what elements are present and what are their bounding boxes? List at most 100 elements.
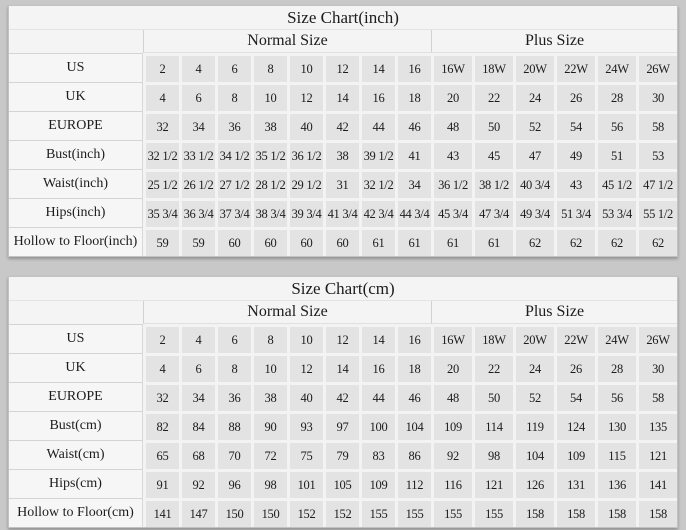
size-cell: 39 1/2 (359, 140, 395, 169)
size-cell: 49 (554, 140, 595, 169)
size-cell: 121 (472, 469, 513, 498)
size-cell: 60 (287, 227, 323, 256)
size-cell: 22 (472, 82, 513, 111)
size-cell: 141 (143, 498, 179, 527)
size-cell: 42 3/4 (359, 198, 395, 227)
size-cell: 44 (359, 111, 395, 140)
size-cell: 116 (431, 469, 472, 498)
size-cell: 33 1/2 (179, 140, 215, 169)
size-cell: 92 (431, 440, 472, 469)
size-cell: 25 1/2 (143, 169, 179, 198)
size-cell: 8 (251, 324, 287, 353)
table-row: EUROPE 32 34 36 38 40 42 44 46 48 50 52 54 56 58 (9, 382, 678, 411)
size-cell: 31 (323, 169, 359, 198)
size-cell: 65 (143, 440, 179, 469)
size-cell: 38 3/4 (251, 198, 287, 227)
size-cell: 126 (513, 469, 554, 498)
size-cell: 70 (215, 440, 251, 469)
size-cell: 8 (251, 53, 287, 82)
size-cell: 115 (595, 440, 636, 469)
size-cell: 158 (513, 498, 554, 527)
row-label: EUROPE (9, 382, 143, 411)
size-cell: 28 (595, 82, 636, 111)
row-label: UK (9, 82, 143, 111)
size-cell: 47 3/4 (472, 198, 513, 227)
size-cell: 47 (513, 140, 554, 169)
size-cell: 42 (323, 111, 359, 140)
row-label: Waist(cm) (9, 440, 143, 469)
size-cell: 24 (513, 82, 554, 111)
size-cell: 61 (359, 227, 395, 256)
size-cell: 26 (554, 82, 595, 111)
size-cell: 114 (472, 411, 513, 440)
size-cell: 158 (595, 498, 636, 527)
row-label: Hollow to Floor(inch) (9, 227, 143, 256)
size-cell: 59 (143, 227, 179, 256)
size-cell: 109 (554, 440, 595, 469)
size-cell: 16W (431, 324, 472, 353)
size-cell: 16 (359, 82, 395, 111)
size-cell: 6 (179, 82, 215, 111)
row-label: Waist(inch) (9, 169, 143, 198)
size-cell: 6 (179, 353, 215, 382)
size-cell: 79 (323, 440, 359, 469)
size-cell: 82 (143, 411, 179, 440)
size-chart-inch-table: Size Chart(inch) Normal Size Plus Size U… (8, 5, 679, 257)
size-cell: 51 3/4 (554, 198, 595, 227)
size-cell: 8 (215, 82, 251, 111)
size-cell: 83 (359, 440, 395, 469)
size-cell: 6 (215, 324, 251, 353)
size-cell: 22W (554, 53, 595, 82)
row-label: EUROPE (9, 111, 143, 140)
size-cell: 44 3/4 (395, 198, 431, 227)
size-cell: 98 (251, 469, 287, 498)
size-cell: 49 3/4 (513, 198, 554, 227)
size-cell: 2 (143, 324, 179, 353)
size-cell: 58 (636, 111, 678, 140)
size-cell: 36 1/2 (287, 140, 323, 169)
size-cell: 2 (143, 53, 179, 82)
size-cell: 12 (323, 53, 359, 82)
size-cell: 30 (636, 82, 678, 111)
size-cell: 14 (359, 53, 395, 82)
size-cell: 119 (513, 411, 554, 440)
size-cell: 32 1/2 (359, 169, 395, 198)
size-cell: 141 (636, 469, 678, 498)
row-label: Bust(cm) (9, 411, 143, 440)
size-cell: 60 (251, 227, 287, 256)
chart-title: Size Chart(cm) (9, 277, 678, 301)
size-cell: 75 (287, 440, 323, 469)
size-cell: 24 (513, 353, 554, 382)
size-cell: 53 3/4 (595, 198, 636, 227)
size-cell: 14 (323, 82, 359, 111)
size-cell: 131 (554, 469, 595, 498)
size-cell: 56 (595, 382, 636, 411)
size-cell: 10 (287, 53, 323, 82)
size-cell: 152 (287, 498, 323, 527)
chart-title: Size Chart(inch) (9, 6, 678, 30)
size-cell: 4 (179, 53, 215, 82)
column-group-row: Normal Size Plus Size (9, 30, 678, 53)
size-cell: 130 (595, 411, 636, 440)
size-cell: 12 (323, 324, 359, 353)
table-row: Bust(cm) 82 84 88 90 93 97 100 104 109 114 119 124 13… (9, 411, 678, 440)
size-cell: 4 (143, 353, 179, 382)
size-cell: 150 (251, 498, 287, 527)
table-row: Waist(inch) 25 1/2 26 1/2 27 1/2 28 1/2 29 1/… (9, 169, 678, 198)
column-group-normal-size: Normal Size (143, 30, 431, 53)
size-cell: 24W (595, 53, 636, 82)
size-cell: 27 1/2 (215, 169, 251, 198)
size-cell: 48 (431, 111, 472, 140)
size-cell: 29 1/2 (287, 169, 323, 198)
size-cell: 158 (554, 498, 595, 527)
size-cell: 50 (472, 382, 513, 411)
size-cell: 61 (472, 227, 513, 256)
size-cell: 58 (636, 382, 678, 411)
size-cell: 24W (595, 324, 636, 353)
size-cell: 18 (395, 82, 431, 111)
size-cell: 4 (143, 82, 179, 111)
size-cell: 18W (472, 324, 513, 353)
size-cell: 88 (215, 411, 251, 440)
size-cell: 104 (395, 411, 431, 440)
